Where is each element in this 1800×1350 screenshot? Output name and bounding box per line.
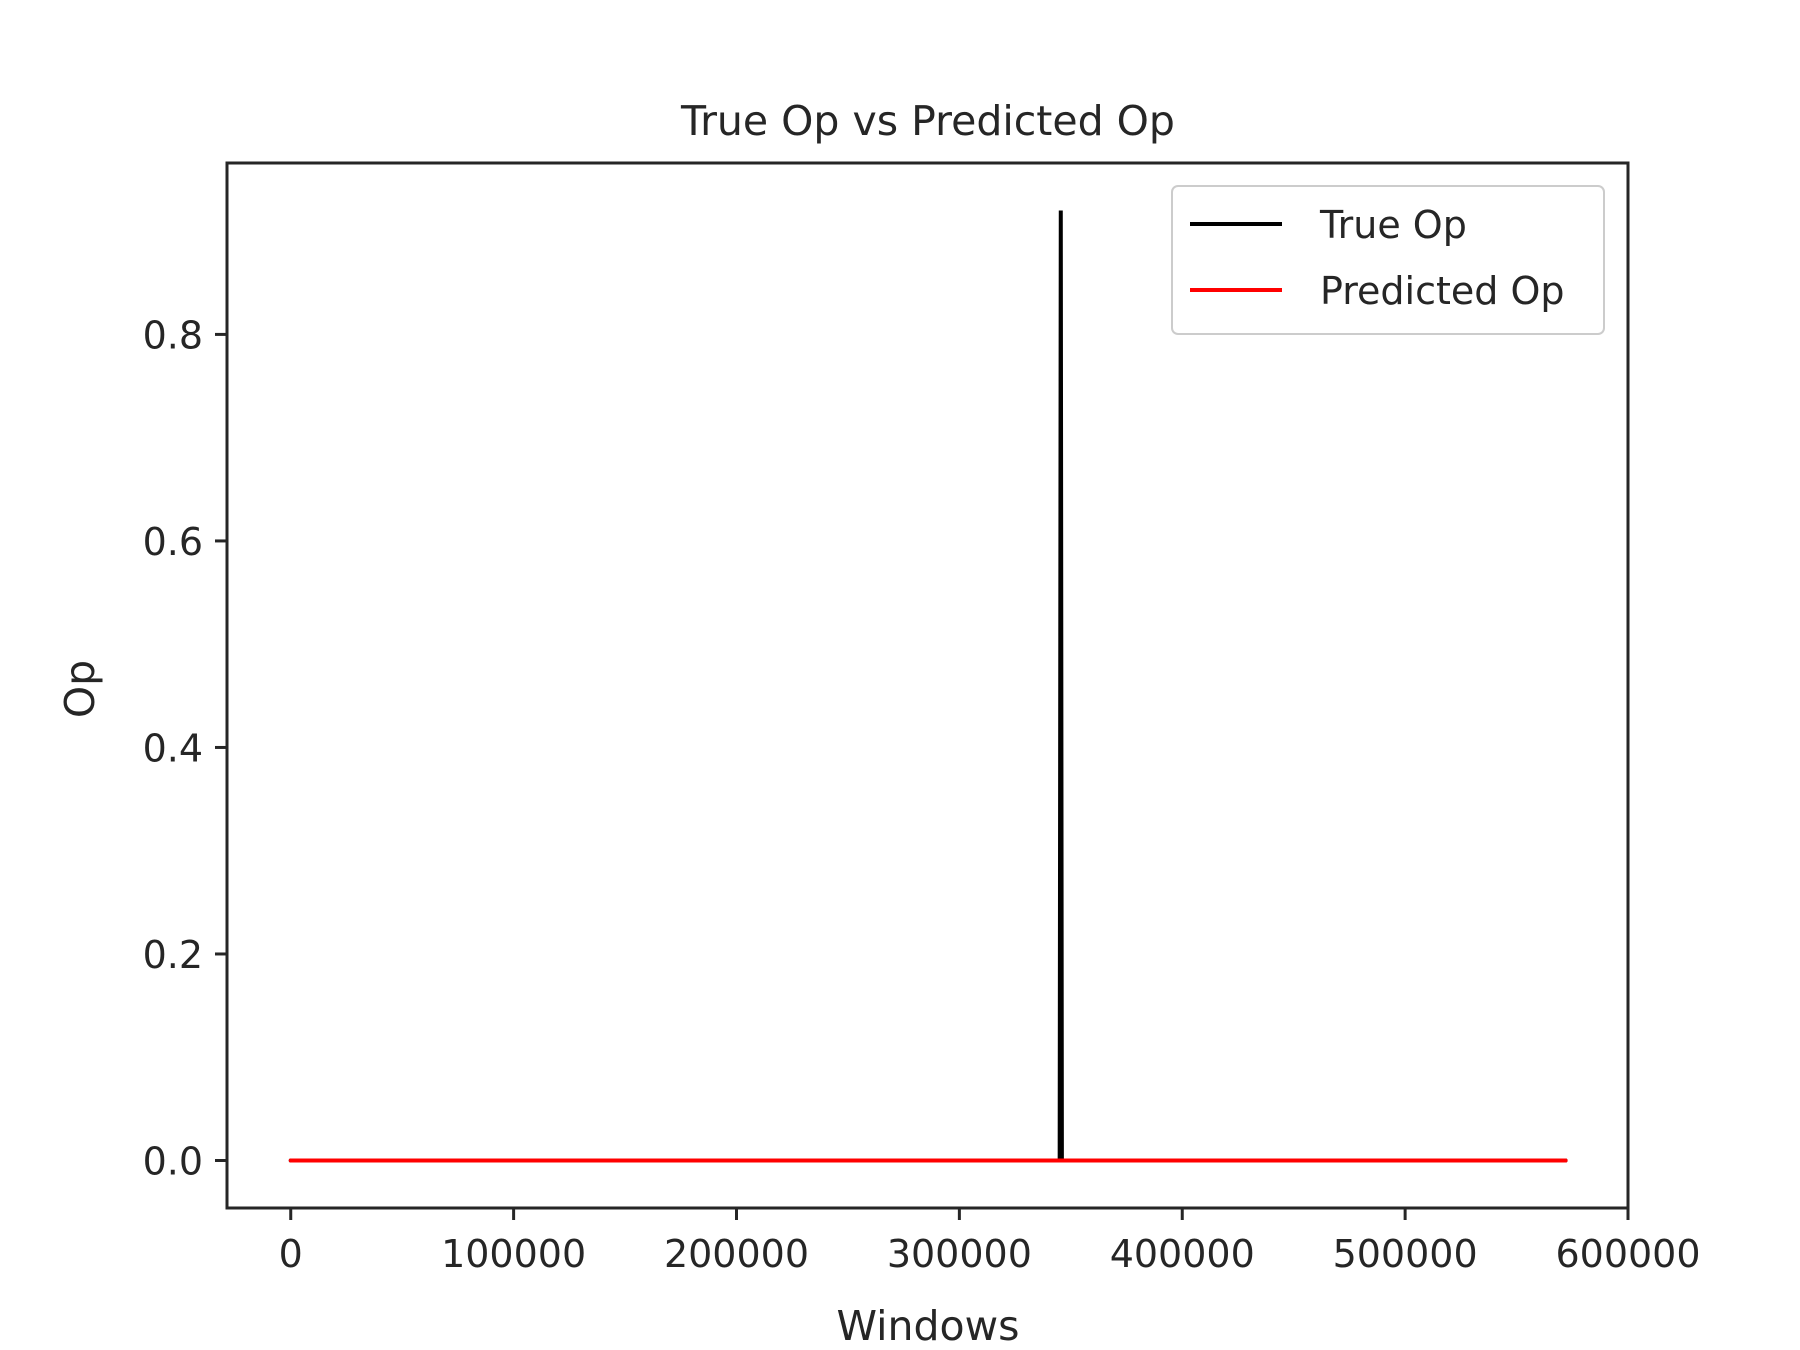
plot-background [227,163,1628,1208]
legend-label: True Op [1319,203,1467,247]
x-tick-label: 100000 [441,1232,586,1276]
x-tick-label: 500000 [1333,1232,1478,1276]
chart-title: True Op vs Predicted Op [680,97,1175,145]
plot-frame [225,161,1630,1210]
x-tick-label: 600000 [1555,1232,1700,1276]
legend-label: Predicted Op [1320,269,1565,313]
x-tick-label: 0 [279,1232,303,1276]
y-tick-label: 0.6 [143,520,203,564]
x-axis: 0 100000 200000 300000 400000 500000 600000 [279,1208,1701,1276]
x-tick-label: 300000 [887,1232,1032,1276]
x-axis-label: Windows [836,1302,1019,1350]
legend: True Op Predicted Op [1171,185,1605,335]
y-tick-label: 0.0 [143,1140,203,1184]
plot-area [225,161,1630,1210]
y-axis-label: Op [56,660,104,718]
x-tick-label: 200000 [664,1232,809,1276]
y-axis: 0.0 0.2 0.4 0.6 0.8 [143,313,227,1184]
y-tick-label: 0.8 [143,313,203,357]
y-tick-label: 0.4 [143,726,203,770]
x-tick-label: 400000 [1110,1232,1255,1276]
y-tick-label: 0.2 [143,933,203,977]
